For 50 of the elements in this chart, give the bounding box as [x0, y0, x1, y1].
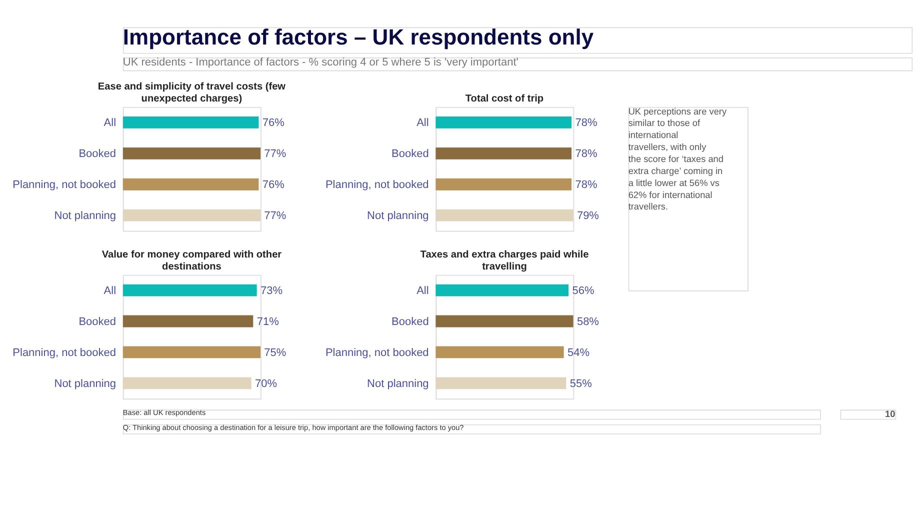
y-tick-label: Booked [392, 148, 429, 160]
y-tick-label: Planning, not booked [325, 346, 429, 359]
chart-title: Ease and simplicity of travel costs (few unexpected charges) [98, 82, 286, 104]
y-tick-label: Not planning [54, 210, 116, 222]
bar [436, 377, 566, 390]
y-tick-label: Booked [78, 148, 116, 160]
bar [436, 315, 574, 328]
y-tick-label: Not planning [367, 378, 429, 390]
data-label: 76% [262, 117, 285, 130]
data-label: 55% [570, 378, 592, 390]
data-label: 75% [264, 346, 286, 359]
text: Importance of factors – UK respondents only [122, 24, 594, 50]
y-tick-label: Planning, not booked [325, 179, 429, 192]
y-tick-label: All [416, 117, 429, 130]
bar [122, 377, 252, 390]
y-tick-label: Not planning [367, 210, 429, 222]
data-label: 79% [576, 210, 600, 222]
data-label: 77% [264, 210, 286, 222]
bar [436, 346, 564, 358]
y-tick-label: All [104, 284, 116, 297]
y-tick-label: All [416, 284, 429, 297]
data-label: 56% [572, 284, 594, 297]
text: Q: Thinking about choosing a destination for a leisure trip, how important are the following factors to you? [122, 422, 464, 432]
y-tick-label: All [104, 117, 116, 130]
y-tick-label: Planning, not booked [12, 179, 116, 192]
data-label: 78% [575, 148, 598, 160]
y-tick-label: Not planning [54, 378, 116, 390]
bar [122, 346, 260, 358]
data-label: 71% [256, 316, 280, 328]
data-label: 54% [567, 346, 590, 359]
text: UK residents - Importance of factors - % scoring 4 or 5 where 5 is 'very important' [122, 56, 518, 69]
chart-title: Total cost of trip [465, 93, 544, 104]
chart-title: Value for money compared with other destinations [102, 249, 282, 272]
y-tick-label: Booked [78, 316, 116, 328]
bar [122, 315, 254, 328]
data-label: 78% [575, 179, 598, 192]
data-label: 76% [262, 179, 285, 192]
data-label: 70% [254, 378, 278, 390]
data-label: 78% [575, 117, 598, 130]
bar [122, 284, 257, 296]
bar [436, 284, 569, 296]
y-tick-label: Planning, not booked [12, 346, 116, 359]
text: Base: all UK respondents [122, 408, 206, 418]
data-label: 73% [260, 284, 283, 297]
text: 10 [885, 408, 896, 419]
y-tick-label: Booked [392, 316, 429, 328]
data-label: 77% [264, 148, 286, 160]
text: UK perceptions are very similar to those of international travellers, with only the score for ‘taxes and extra charge’ coming in a little lower at 56% vs 62% for international travellers. [628, 106, 727, 212]
chart-title: Taxes and extra charges paid while travelling [420, 249, 590, 272]
data-label: 58% [576, 316, 600, 328]
